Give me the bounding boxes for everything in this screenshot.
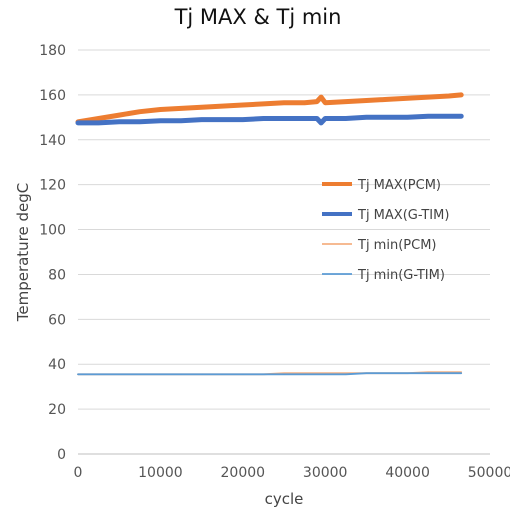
data-point [201, 373, 203, 375]
data-point [386, 372, 388, 374]
data-point [118, 373, 120, 375]
data-point [98, 117, 100, 120]
data-point [159, 108, 161, 111]
data-point [262, 117, 264, 120]
data-point [386, 98, 388, 100]
data-point [407, 372, 409, 374]
x-tick-label: 20000 [221, 465, 266, 481]
data-point [365, 116, 367, 118]
x-tick-label: 40000 [385, 465, 430, 481]
data-point [304, 102, 306, 104]
tick-labels: 0 20 40 60 80 100 120 140 160 180 0 10000 20000 30000… [39, 43, 510, 481]
data-point [77, 373, 79, 375]
legend-label: Tj min(PCM) [357, 238, 436, 253]
x-axis-label: cycle [265, 490, 304, 508]
data-point [98, 122, 100, 124]
legend-label: Tj MAX(G-TIM) [357, 208, 449, 223]
data-point [448, 95, 450, 97]
y-tick-label: 180 [39, 43, 66, 59]
data-point [345, 101, 347, 103]
data-point [448, 372, 450, 374]
data-point [139, 111, 141, 113]
gridlines [78, 49, 490, 410]
data-point [427, 115, 429, 117]
y-tick-label: 120 [39, 178, 66, 194]
y-tick-label: 0 [57, 447, 66, 463]
x-tick-label: 30000 [303, 465, 348, 481]
data-point [324, 102, 326, 104]
data-point [460, 115, 462, 117]
data-point [180, 120, 182, 122]
data-point [159, 373, 161, 375]
data-point [118, 114, 120, 116]
y-tick-label: 160 [39, 88, 66, 104]
data-point [460, 94, 462, 96]
data-point [316, 101, 318, 103]
y-tick-label: 100 [39, 223, 66, 239]
y-tick-label: 20 [48, 402, 66, 418]
data-point [320, 122, 322, 124]
data-point [320, 96, 322, 98]
data-point [98, 373, 100, 375]
series-line-0 [75, 92, 464, 125]
data-point [324, 117, 326, 120]
legend-label: Tj min(G-TIM) [357, 268, 445, 283]
plot-area [75, 92, 464, 376]
legend-label: Tj MAX(PCM) [357, 178, 441, 193]
data-point [427, 96, 429, 98]
data-point [201, 106, 203, 108]
data-point [365, 99, 367, 102]
data-point [407, 116, 409, 118]
data-point [139, 373, 141, 375]
data-point [283, 117, 285, 120]
x-tick-label: 50000 [468, 465, 510, 481]
data-point [262, 103, 264, 105]
data-point [201, 118, 203, 121]
data-point [304, 373, 306, 375]
data-point [283, 102, 285, 104]
data-point [365, 372, 367, 374]
data-point [159, 120, 161, 122]
data-point [283, 373, 285, 375]
data-point [324, 373, 326, 375]
series-line-1 [75, 113, 464, 126]
data-point [77, 122, 79, 124]
legend: Tj MAX(PCM) Tj MAX(G-TIM) Tj min(PCM) Tj mi… [322, 178, 449, 283]
data-point [242, 373, 244, 375]
data-point [118, 121, 120, 123]
data-point [316, 117, 318, 120]
data-point [221, 118, 223, 121]
data-point [448, 115, 450, 117]
y-tick-label: 60 [48, 312, 66, 328]
data-point [262, 373, 264, 375]
chart-title: Tj MAX & Tj min [174, 5, 342, 29]
data-point [139, 121, 141, 123]
x-tick-label: 0 [74, 465, 83, 481]
data-point [180, 107, 182, 109]
data-point [221, 373, 223, 375]
y-tick-label: 40 [48, 357, 66, 373]
data-point [427, 372, 429, 374]
y-tick-label: 140 [39, 133, 66, 149]
y-axis-label: Temperature degC [14, 183, 32, 323]
data-point [180, 373, 182, 375]
data-point [345, 373, 347, 375]
data-point [407, 97, 409, 99]
data-point [221, 105, 223, 107]
data-point [386, 116, 388, 118]
data-point [460, 372, 462, 374]
data-point [242, 104, 244, 106]
x-tick-label: 10000 [138, 465, 183, 481]
y-tick-label: 80 [48, 267, 66, 283]
data-point [242, 118, 244, 121]
series-line-3 [77, 372, 463, 376]
data-point [345, 117, 347, 120]
data-point [304, 117, 306, 120]
